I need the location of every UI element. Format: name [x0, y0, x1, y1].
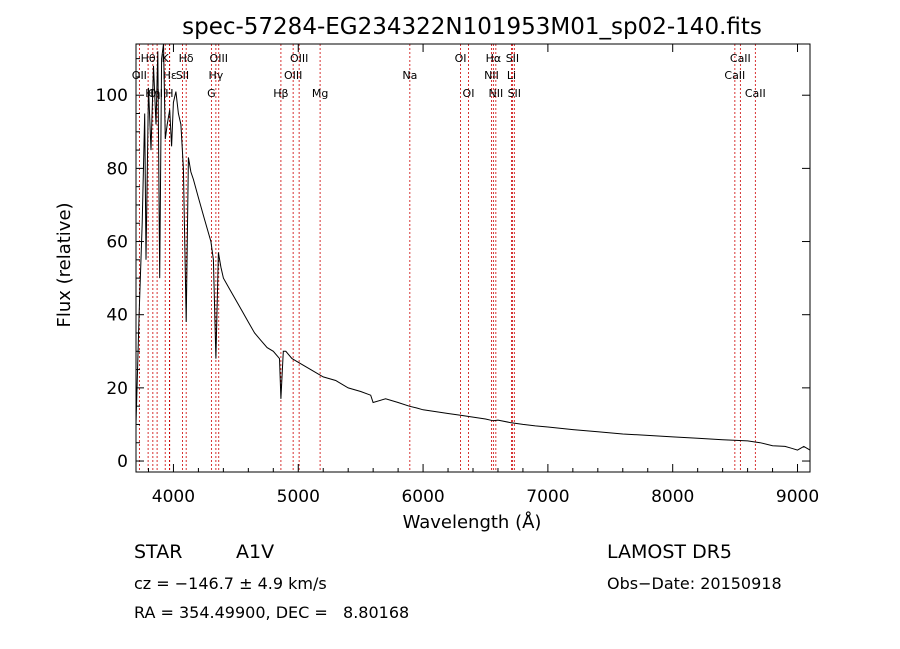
x-tick-label: 6000	[401, 487, 444, 507]
y-axis-ticks: 0 20 40 60 80 100	[96, 58, 810, 472]
line-label: OI	[455, 52, 467, 65]
line-label: Na	[402, 69, 417, 82]
y-tick-label: 20	[106, 379, 128, 399]
chart-title: spec-57284-EG234322N101953M01_sp02-140.f…	[182, 14, 762, 40]
line-label: OI	[463, 87, 475, 100]
object-subclass: A1V	[236, 541, 275, 563]
line-label: K	[162, 52, 170, 65]
object-class: STAR	[134, 541, 183, 563]
line-label: Hγ	[208, 69, 223, 82]
y-tick-label: 60	[106, 233, 128, 253]
y-axis-label: Flux (relative)	[54, 202, 75, 327]
line-label: Hε	[163, 69, 177, 82]
x-tick-label: 7000	[526, 487, 569, 507]
line-label: CaII	[724, 69, 745, 82]
line-label: SII	[508, 87, 521, 100]
line-label: Hθ	[141, 52, 156, 65]
y-tick-label: 80	[106, 159, 128, 179]
x-axis-label: Wavelength (Å)	[403, 511, 542, 533]
line-label: OII	[132, 69, 147, 82]
line-label: Hα	[486, 52, 502, 65]
line-label: H	[165, 87, 173, 100]
line-label: SII	[506, 52, 519, 65]
line-label: Mg	[312, 87, 328, 100]
line-label: Hδ	[179, 52, 194, 65]
line-label: OIII	[284, 69, 302, 82]
observation-date: Obs−Date: 20150918	[607, 574, 782, 593]
y-tick-label: 40	[106, 306, 128, 326]
line-label: Hβ	[273, 87, 288, 100]
line-label: Li	[507, 69, 516, 82]
x-axis-ticks: 4000 5000 6000 7000 8000 9000	[147, 44, 819, 507]
line-label: NII	[488, 87, 503, 100]
y-tick-label: 0	[117, 452, 128, 472]
line-label: CaII	[730, 52, 751, 65]
x-tick-label: 4000	[152, 487, 195, 507]
x-tick-label: 8000	[651, 487, 694, 507]
line-label: G	[207, 87, 216, 100]
coordinates-text: RA = 354.49900, DEC = 8.80168	[134, 603, 410, 622]
line-label: NII	[484, 69, 499, 82]
y-tick-label: 100	[96, 86, 128, 106]
x-tick-label: 5000	[277, 487, 320, 507]
line-label: SII	[176, 69, 189, 82]
spectrum-line	[135, 43, 811, 451]
redshift-text: cz = −146.7 ± 4.9 km/s	[134, 574, 327, 593]
line-label: OIII	[210, 52, 228, 65]
line-label: CaII	[745, 87, 766, 100]
plot-frame	[135, 43, 811, 473]
line-label: OIII	[290, 52, 308, 65]
survey-name: LAMOST DR5	[607, 541, 732, 563]
line-markers	[138, 44, 756, 472]
x-tick-label: 9000	[776, 487, 819, 507]
